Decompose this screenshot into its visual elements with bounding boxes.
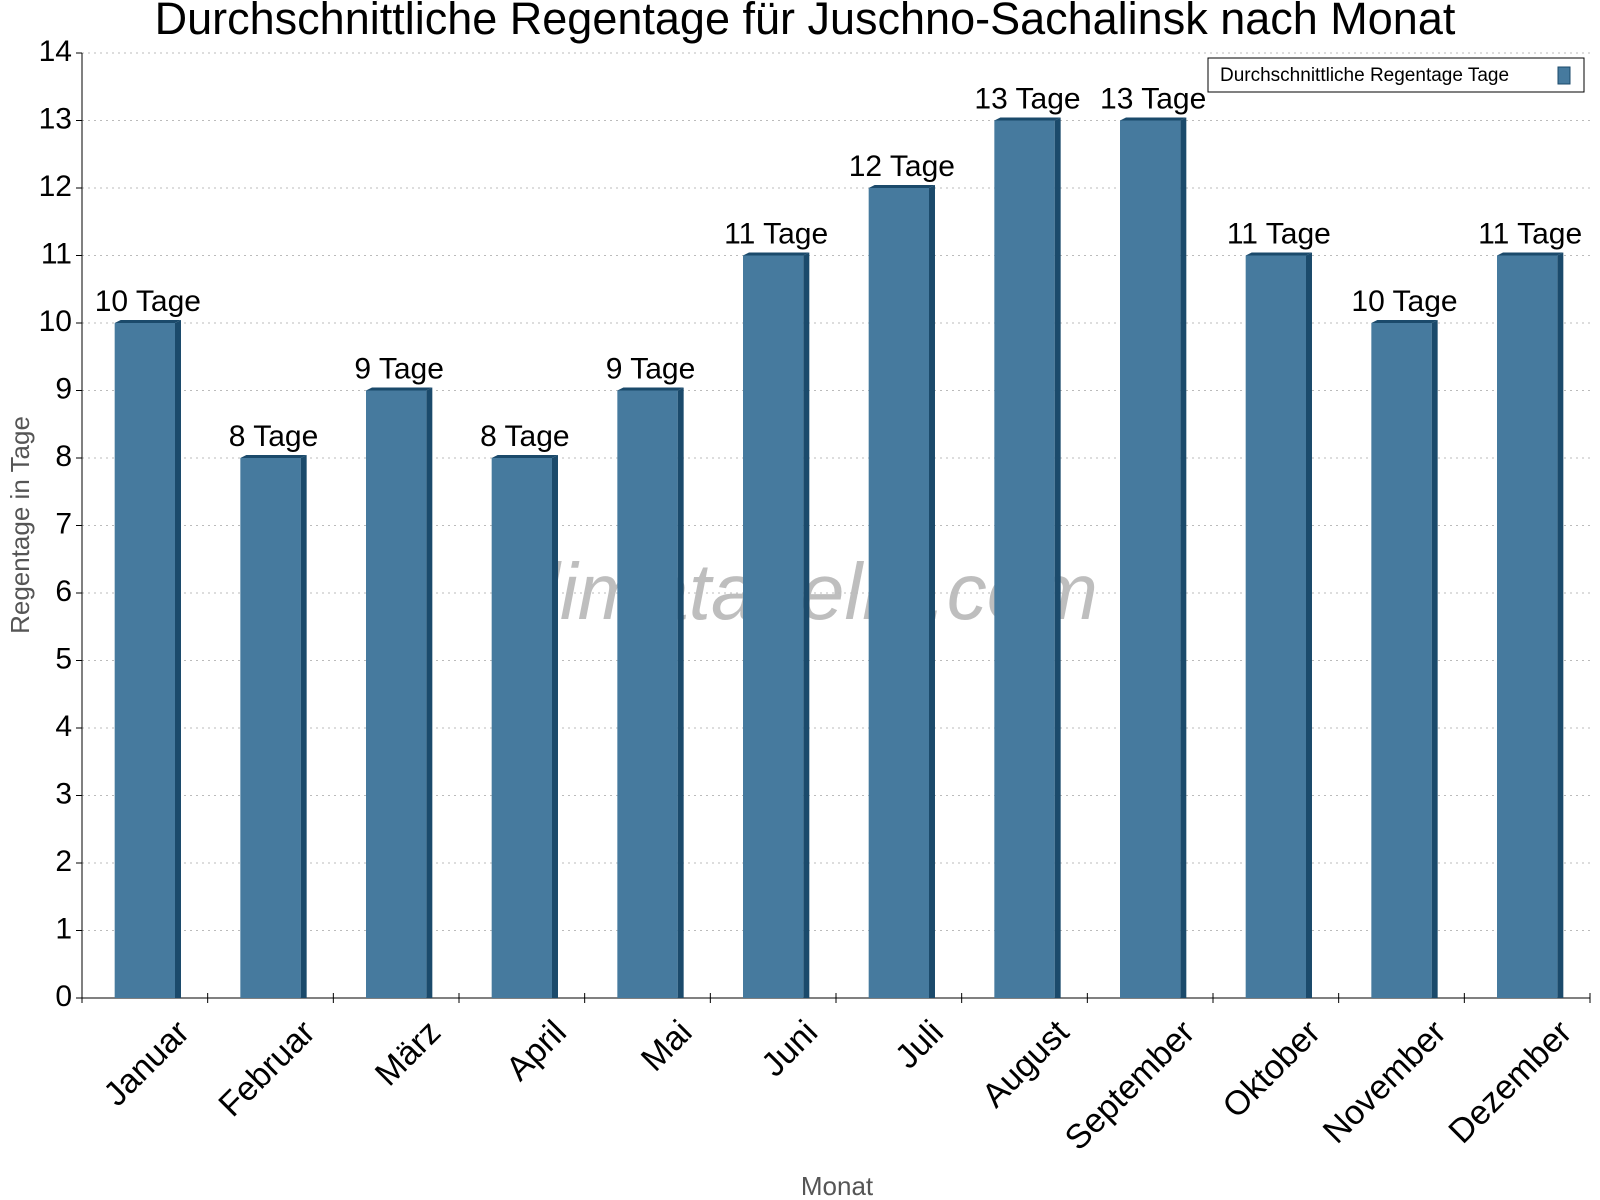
bar-top — [240, 455, 307, 458]
y-tick-label: 0 — [55, 980, 72, 1013]
x-tick-label: Februar — [211, 1013, 322, 1124]
x-tick-label: Mai — [634, 1013, 700, 1079]
bar — [1120, 120, 1181, 998]
y-tick-label: 11 — [41, 237, 72, 270]
bar-top — [994, 117, 1061, 121]
chart-title: Durchschnittliche Regentage für Juschno-… — [155, 0, 1456, 44]
x-tick-label: September — [1058, 1013, 1202, 1157]
bar — [240, 458, 301, 998]
value-label: 9 Tage — [606, 352, 696, 385]
y-tick-label: 2 — [55, 845, 72, 878]
bar-side — [928, 185, 935, 998]
bar-top — [743, 252, 810, 256]
bar-side — [426, 387, 433, 998]
value-label: 13 Tage — [1100, 82, 1206, 115]
y-tick-label: 12 — [39, 170, 72, 203]
bar-side — [1305, 252, 1312, 998]
bar-side — [174, 320, 181, 998]
bar — [366, 390, 427, 998]
value-label: 12 Tage — [849, 150, 955, 183]
x-tick-label: Juni — [754, 1013, 825, 1084]
bar-top — [868, 185, 935, 188]
legend-box — [1207, 57, 1585, 93]
bar-side — [803, 252, 810, 998]
bar-top — [1120, 117, 1187, 121]
bar-side — [1054, 117, 1061, 998]
bar — [743, 255, 804, 998]
y-tick-label: 14 — [39, 35, 72, 68]
bar-side — [1431, 320, 1438, 998]
bar-side — [551, 455, 558, 998]
x-tick-label: Januar — [96, 1013, 196, 1113]
value-label: 11 Tage — [1227, 217, 1331, 250]
bar-side — [677, 387, 684, 998]
x-tick-label: Juli — [888, 1013, 951, 1076]
x-tick-label: März — [368, 1013, 448, 1093]
bar — [114, 323, 175, 998]
bar-side — [1180, 117, 1187, 998]
bar-top — [114, 320, 181, 323]
x-tick-label: Oktober — [1215, 1013, 1327, 1125]
bar-top — [1497, 252, 1564, 256]
bar-top — [366, 387, 433, 391]
legend-swatch — [1557, 66, 1571, 85]
y-tick-label: 13 — [39, 102, 72, 135]
value-label: 9 Tage — [354, 352, 444, 385]
y-tick-label: 4 — [55, 710, 72, 743]
value-label: 10 Tage — [95, 285, 201, 318]
y-tick-label: 9 — [55, 372, 72, 405]
y-tick-label: 8 — [55, 440, 72, 473]
bar — [994, 120, 1055, 998]
bar — [1497, 255, 1558, 998]
y-tick-label: 10 — [39, 305, 72, 338]
bar — [617, 390, 678, 998]
y-tick-label: 1 — [55, 912, 72, 945]
bar-top — [617, 387, 684, 391]
value-label: 8 Tage — [480, 420, 570, 453]
bar-top — [1245, 252, 1312, 256]
x-tick-label: November — [1316, 1013, 1454, 1151]
bar-side — [1557, 252, 1564, 998]
x-tick-label: August — [975, 1013, 1077, 1115]
legend-label: Durchschnittliche Regentage Tage — [1220, 65, 1509, 86]
bar — [491, 458, 552, 998]
bar-top — [491, 455, 558, 458]
value-label: 13 Tage — [974, 82, 1080, 115]
bar — [1371, 323, 1432, 998]
bar — [1245, 255, 1306, 998]
value-label: 8 Tage — [229, 420, 319, 453]
value-label: 11 Tage — [724, 217, 828, 250]
x-tick-label: April — [499, 1013, 574, 1088]
bar-side — [300, 455, 307, 998]
x-axis-label: Monat — [801, 1171, 874, 1200]
y-tick-label: 5 — [55, 642, 72, 675]
bar — [868, 188, 929, 998]
y-tick-label: 7 — [55, 507, 72, 540]
value-label: 10 Tage — [1351, 285, 1457, 318]
value-label: 11 Tage — [1478, 217, 1582, 250]
y-tick-label: 3 — [55, 777, 72, 810]
y-axis-label: Regentage in Tage — [5, 416, 35, 634]
y-tick-label: 6 — [55, 575, 72, 608]
bar-top — [1371, 320, 1438, 323]
x-tick-label: Dezember — [1441, 1013, 1579, 1151]
